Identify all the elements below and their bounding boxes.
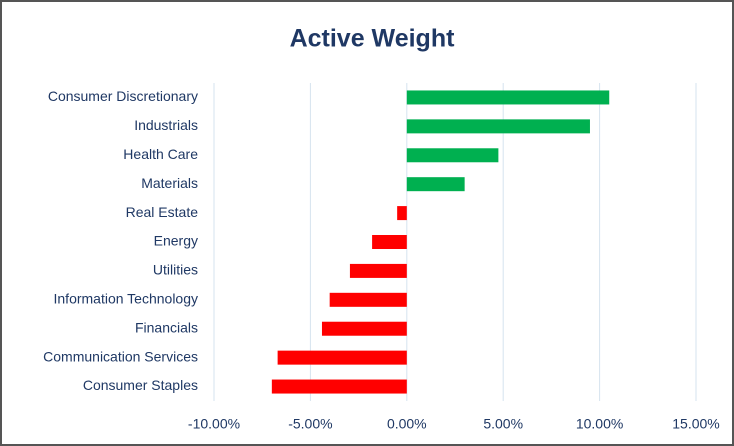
y-tick-label: Communication Services xyxy=(43,348,198,364)
x-tick-label: 0.00% xyxy=(387,416,427,432)
bar xyxy=(277,350,407,365)
x-tick-label: 5.00% xyxy=(483,416,523,432)
bar xyxy=(372,235,407,249)
bar xyxy=(349,263,407,278)
y-tick-label: Health Care xyxy=(123,146,198,162)
y-tick-label: Industrials xyxy=(134,117,198,133)
bar xyxy=(271,379,407,394)
y-tick-label: Information Technology xyxy=(54,291,199,307)
x-tick-label: -5.00% xyxy=(288,416,332,432)
bar xyxy=(406,90,610,105)
y-tick-label: Consumer Staples xyxy=(83,377,198,393)
bar xyxy=(406,177,465,192)
x-tick-label: -10.00% xyxy=(188,416,240,432)
bar xyxy=(406,148,499,163)
chart-title: Active Weight xyxy=(290,25,456,53)
y-tick-label: Materials xyxy=(141,175,198,191)
x-tick-label: 10.00% xyxy=(576,416,623,432)
y-tick-label: Consumer Discretionary xyxy=(48,88,198,104)
y-tick-label: Energy xyxy=(154,233,198,249)
x-tick-label: 15.00% xyxy=(672,416,719,432)
bar xyxy=(397,206,407,221)
y-tick-label: Utilities xyxy=(153,262,198,278)
bar xyxy=(329,292,407,307)
bar xyxy=(321,321,407,336)
y-tick-label: Real Estate xyxy=(126,204,199,220)
y-tick-label: Financials xyxy=(135,319,198,335)
bar xyxy=(406,119,590,134)
